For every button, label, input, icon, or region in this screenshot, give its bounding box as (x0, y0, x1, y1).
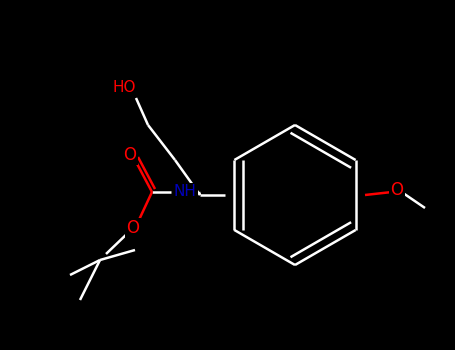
Text: HO: HO (112, 79, 136, 94)
Text: NH: NH (173, 184, 197, 200)
Text: O: O (390, 181, 404, 199)
Text: O: O (123, 146, 136, 164)
Text: O: O (126, 219, 140, 237)
